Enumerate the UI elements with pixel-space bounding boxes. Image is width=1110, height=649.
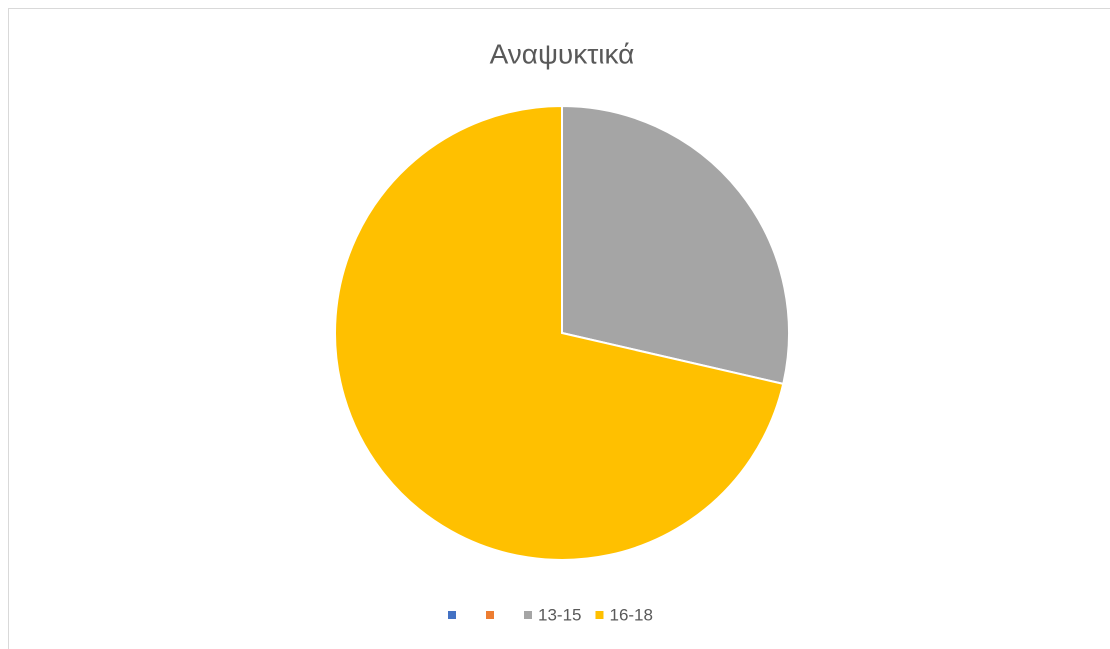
legend-label: 16-18: [609, 605, 652, 624]
pie-slice: [561, 104, 790, 386]
legend-label: 13-15: [538, 605, 581, 624]
pie-slice: [334, 104, 785, 561]
legend-marker: [595, 611, 604, 619]
legend-marker: [448, 611, 456, 619]
chart-title: Αναψυκτικά: [490, 38, 635, 69]
legend-marker: [486, 611, 494, 619]
legend-marker: [524, 611, 532, 619]
